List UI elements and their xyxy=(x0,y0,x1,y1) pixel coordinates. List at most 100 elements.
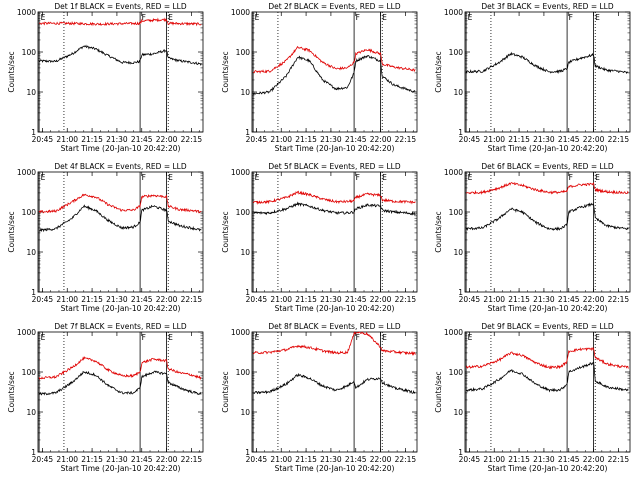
x-tick-label: 22:00 xyxy=(370,135,392,144)
x-tick-label: 22:15 xyxy=(181,455,203,464)
plot-frame xyxy=(37,11,204,133)
x-tick-label: 22:00 xyxy=(370,455,392,464)
x-tick-label: 22:00 xyxy=(156,135,178,144)
x-tick-label: 22:15 xyxy=(395,135,417,144)
x-tick-label: 21:15 xyxy=(295,295,317,304)
y-axis-label: Counts/sec xyxy=(221,371,230,412)
x-tick-label: 20:45 xyxy=(459,135,481,144)
chart-title: Det 5f BLACK = Events, RED = LLD xyxy=(268,162,401,171)
chart-panel-8: Det 8f BLACK = Events, RED = LLD 1 10 100 10… xyxy=(221,322,418,473)
y-axis-label: Counts/sec xyxy=(221,51,230,92)
x-axis-label: Start Time (20-Jan-10 20:42:20) xyxy=(275,304,395,313)
chart-title: Det 9f BLACK = Events, RED = LLD xyxy=(481,322,614,331)
y-tick-label: 1 xyxy=(31,448,36,457)
time-marker-label: E xyxy=(255,13,260,22)
x-tick-label: 21:45 xyxy=(131,135,153,144)
chart-panel-4: Det 4f BLACK = Events, RED = LLD 1 10 100 10… xyxy=(7,162,204,313)
y-tick-label: 10 xyxy=(26,88,36,97)
x-tick-label: 21:45 xyxy=(558,455,580,464)
y-tick-label: 100 xyxy=(449,48,464,57)
chart-title: Det 6f BLACK = Events, RED = LLD xyxy=(481,162,614,171)
plot-frame xyxy=(464,11,631,133)
y-tick-label: 1000 xyxy=(17,8,36,17)
x-tick-label: 21:15 xyxy=(508,455,530,464)
time-marker-label: E xyxy=(255,173,260,182)
time-marker-label: E xyxy=(255,333,260,342)
x-tick-label: 22:00 xyxy=(156,455,178,464)
x-tick-label: 20:45 xyxy=(246,295,268,304)
time-marker-label: F xyxy=(569,173,573,182)
y-tick-label: 100 xyxy=(236,368,251,377)
lld-series-line xyxy=(252,190,416,205)
x-tick-label: 21:00 xyxy=(270,135,292,144)
x-axis-label: Start Time (20-Jan-10 20:42:20) xyxy=(275,464,395,473)
chart-panel-6: Det 6f BLACK = Events, RED = LLD 1 10 100 10… xyxy=(434,162,631,313)
x-axis-label: Start Time (20-Jan-10 20:42:20) xyxy=(61,464,181,473)
x-tick-label: 22:00 xyxy=(583,135,605,144)
y-tick-label: 10 xyxy=(26,408,36,417)
chart-panel-3: Det 3f BLACK = Events, RED = LLD 1 10 100 10… xyxy=(434,2,631,153)
x-tick-label: 20:45 xyxy=(246,135,268,144)
x-axis-label: Start Time (20-Jan-10 20:42:20) xyxy=(488,304,608,313)
time-marker-label: E xyxy=(41,333,46,342)
x-tick-label: 20:45 xyxy=(32,455,54,464)
time-marker-label: E xyxy=(168,333,173,342)
chart-panel-9: Det 9f BLACK = Events, RED = LLD 1 10 100 10… xyxy=(434,322,631,473)
x-tick-label: 20:45 xyxy=(32,135,54,144)
x-tick-label: 22:15 xyxy=(608,295,630,304)
x-tick-label: 22:00 xyxy=(370,295,392,304)
chart-panel-2: Det 2f BLACK = Events, RED = LLD 1 10 100 10… xyxy=(221,2,418,153)
x-axis-label: Start Time (20-Jan-10 20:42:20) xyxy=(61,144,181,153)
time-marker-label: F xyxy=(142,333,146,342)
x-tick-label: 22:15 xyxy=(608,135,630,144)
x-tick-label: 21:00 xyxy=(56,295,78,304)
y-tick-label: 1 xyxy=(458,288,463,297)
x-tick-label: 21:45 xyxy=(131,295,153,304)
x-tick-label: 21:30 xyxy=(106,455,128,464)
lld-series-line xyxy=(252,331,416,356)
chart-panel-7: Det 7f BLACK = Events, RED = LLD 1 10 100 10… xyxy=(7,322,204,473)
plot-frame xyxy=(251,11,418,133)
x-tick-label: 21:00 xyxy=(483,295,505,304)
time-marker-label: E xyxy=(41,173,46,182)
time-marker-label: E xyxy=(382,13,387,22)
x-tick-label: 22:15 xyxy=(181,135,203,144)
y-tick-label: 100 xyxy=(449,368,464,377)
x-tick-label: 22:00 xyxy=(583,455,605,464)
y-tick-label: 10 xyxy=(26,248,36,257)
x-tick-label: 21:00 xyxy=(483,135,505,144)
time-marker-label: F xyxy=(142,13,146,22)
lld-series-line xyxy=(38,193,202,214)
y-tick-label: 10 xyxy=(453,248,463,257)
y-tick-label: 100 xyxy=(22,208,37,217)
y-tick-label: 10 xyxy=(240,248,250,257)
plot-frame xyxy=(464,331,631,453)
x-tick-label: 20:45 xyxy=(459,455,481,464)
x-tick-label: 21:00 xyxy=(56,135,78,144)
y-tick-label: 10 xyxy=(240,408,250,417)
time-marker-label: E xyxy=(468,173,473,182)
y-tick-label: 1 xyxy=(31,128,36,137)
y-tick-label: 100 xyxy=(236,208,251,217)
y-tick-label: 1000 xyxy=(231,168,250,177)
x-tick-label: 20:45 xyxy=(32,295,54,304)
chart-title: Det 7f BLACK = Events, RED = LLD xyxy=(54,322,187,331)
x-axis-label: Start Time (20-Jan-10 20:42:20) xyxy=(488,464,608,473)
events-series-line xyxy=(38,204,202,233)
y-tick-label: 1000 xyxy=(444,328,463,337)
x-tick-label: 21:15 xyxy=(81,295,103,304)
x-tick-label: 21:45 xyxy=(558,295,580,304)
x-tick-label: 21:15 xyxy=(508,295,530,304)
time-marker-label: E xyxy=(595,173,600,182)
x-tick-label: 21:15 xyxy=(81,135,103,144)
x-tick-label: 21:45 xyxy=(131,455,153,464)
time-marker-label: E xyxy=(595,13,600,22)
y-tick-label: 1000 xyxy=(17,168,36,177)
chart-title: Det 3f BLACK = Events, RED = LLD xyxy=(481,2,614,11)
time-marker-label: F xyxy=(356,13,360,22)
time-marker-label: E xyxy=(382,333,387,342)
x-tick-label: 22:00 xyxy=(156,295,178,304)
x-tick-label: 21:00 xyxy=(270,295,292,304)
y-tick-label: 10 xyxy=(240,88,250,97)
